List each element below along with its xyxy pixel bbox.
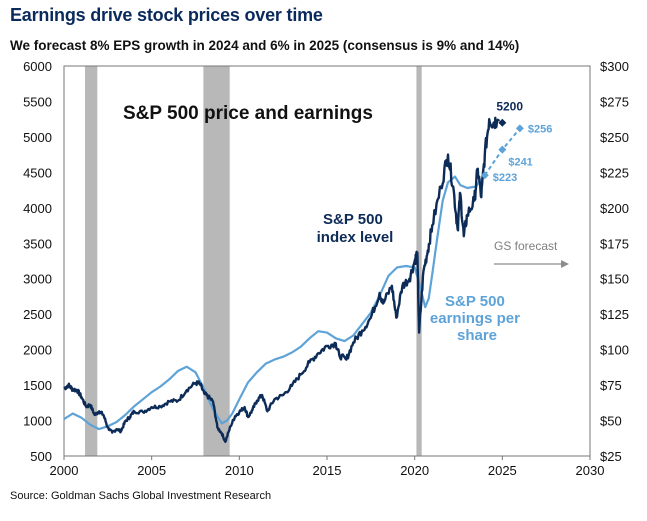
x-tick-label: 2010 (225, 463, 254, 478)
eps-series-label: S&P 500 earnings per share (430, 293, 524, 344)
plot-area-border (63, 65, 591, 457)
y-left-tick-label: 2000 (23, 343, 52, 358)
y-left-tick-label: 500 (30, 449, 52, 464)
recession-band-2 (203, 66, 230, 456)
gs-forecast-arrowhead (561, 260, 569, 268)
recession-band-1 (85, 66, 98, 456)
y-right-tick-label: $200 (600, 201, 629, 216)
y-left-tick-label: 4500 (23, 165, 52, 180)
y-right-tick-label: $175 (600, 236, 629, 251)
eps-series-label-line-2: earnings per (430, 310, 520, 327)
plot-frame (63, 65, 591, 457)
y-left-tick-label: 5000 (23, 130, 52, 145)
index-forecast-marker (498, 118, 507, 127)
x-axis-ticks: 2000 2005 2010 2015 2020 2025 2030 (50, 456, 605, 478)
page-subtitle: We forecast 8% EPS growth in 2024 and 6%… (10, 38, 520, 53)
eps-forecast-label: $241 (508, 157, 532, 169)
x-tick-label: 2020 (400, 463, 429, 478)
series-layer (63, 116, 499, 443)
y-right-tick-label: $150 (600, 272, 629, 287)
y-right-tick-label: $50 (600, 414, 622, 429)
x-tick-label: 2025 (488, 463, 517, 478)
y-left-tick-label: 1500 (23, 378, 52, 393)
eps-forecast-marker (498, 145, 507, 154)
gs-forecast-label: GS forecast (494, 239, 558, 253)
forecast-layer: 5200 $223 $241 $256 (480, 100, 552, 184)
index-series-label: S&P 500 index level (317, 211, 394, 246)
y-left-tick-label: 4000 (23, 201, 52, 216)
y-right-tick-label: $100 (600, 343, 629, 358)
x-tick-label: 2030 (576, 463, 605, 478)
y-left-tick-label: 1000 (23, 414, 52, 429)
recession-band-3 (416, 66, 422, 456)
source-note: Source: Goldman Sachs Global Investment … (10, 490, 272, 502)
eps-forecast-marker (480, 171, 489, 180)
y-left-tick-label: 2500 (23, 307, 52, 322)
y-right-tick-label: $225 (600, 165, 629, 180)
eps-forecast-marker (515, 124, 524, 133)
y-right-tick-label: $75 (600, 378, 622, 393)
y-left-tick-label: 5500 (23, 94, 52, 109)
y-right-tick-label: $275 (600, 94, 629, 109)
y-left-tick-label: 3000 (23, 272, 52, 287)
y-right-tick-label: $25 (600, 449, 622, 464)
eps-series-label-line-1: S&P 500 (445, 293, 505, 310)
y-left-axis-ticks: 500 1000 1500 2000 2500 3000 3500 4000 4500 5000 5… (23, 59, 52, 464)
eps-forecast-label: $223 (493, 172, 517, 184)
page-title: Earnings drive stock prices over time (10, 5, 323, 25)
index-series-line (63, 116, 499, 443)
y-left-tick-label: 3500 (23, 236, 52, 251)
y-left-tick-label: 6000 (23, 59, 52, 74)
index-series-label-line-1: S&P 500 (323, 211, 383, 228)
index-forecast-label: 5200 (496, 100, 523, 114)
recession-bands (85, 66, 422, 456)
x-tick-label: 2005 (137, 463, 166, 478)
y-right-axis-ticks: $25 $50 $75 $100 $125 $150 $175 $200 $225 $250 $27… (600, 59, 629, 464)
x-tick-label: 2000 (50, 463, 79, 478)
y-right-tick-label: $250 (600, 130, 629, 145)
y-right-tick-label: $300 (600, 59, 629, 74)
eps-forecast-label: $256 (528, 123, 552, 135)
chart-inner-title: S&P 500 price and earnings (123, 103, 373, 124)
x-tick-label: 2015 (313, 463, 342, 478)
eps-series-label-line-3: share (457, 327, 497, 344)
y-right-tick-label: $125 (600, 307, 629, 322)
eps-series-line (63, 174, 486, 431)
index-series-label-line-2: index level (317, 229, 394, 246)
